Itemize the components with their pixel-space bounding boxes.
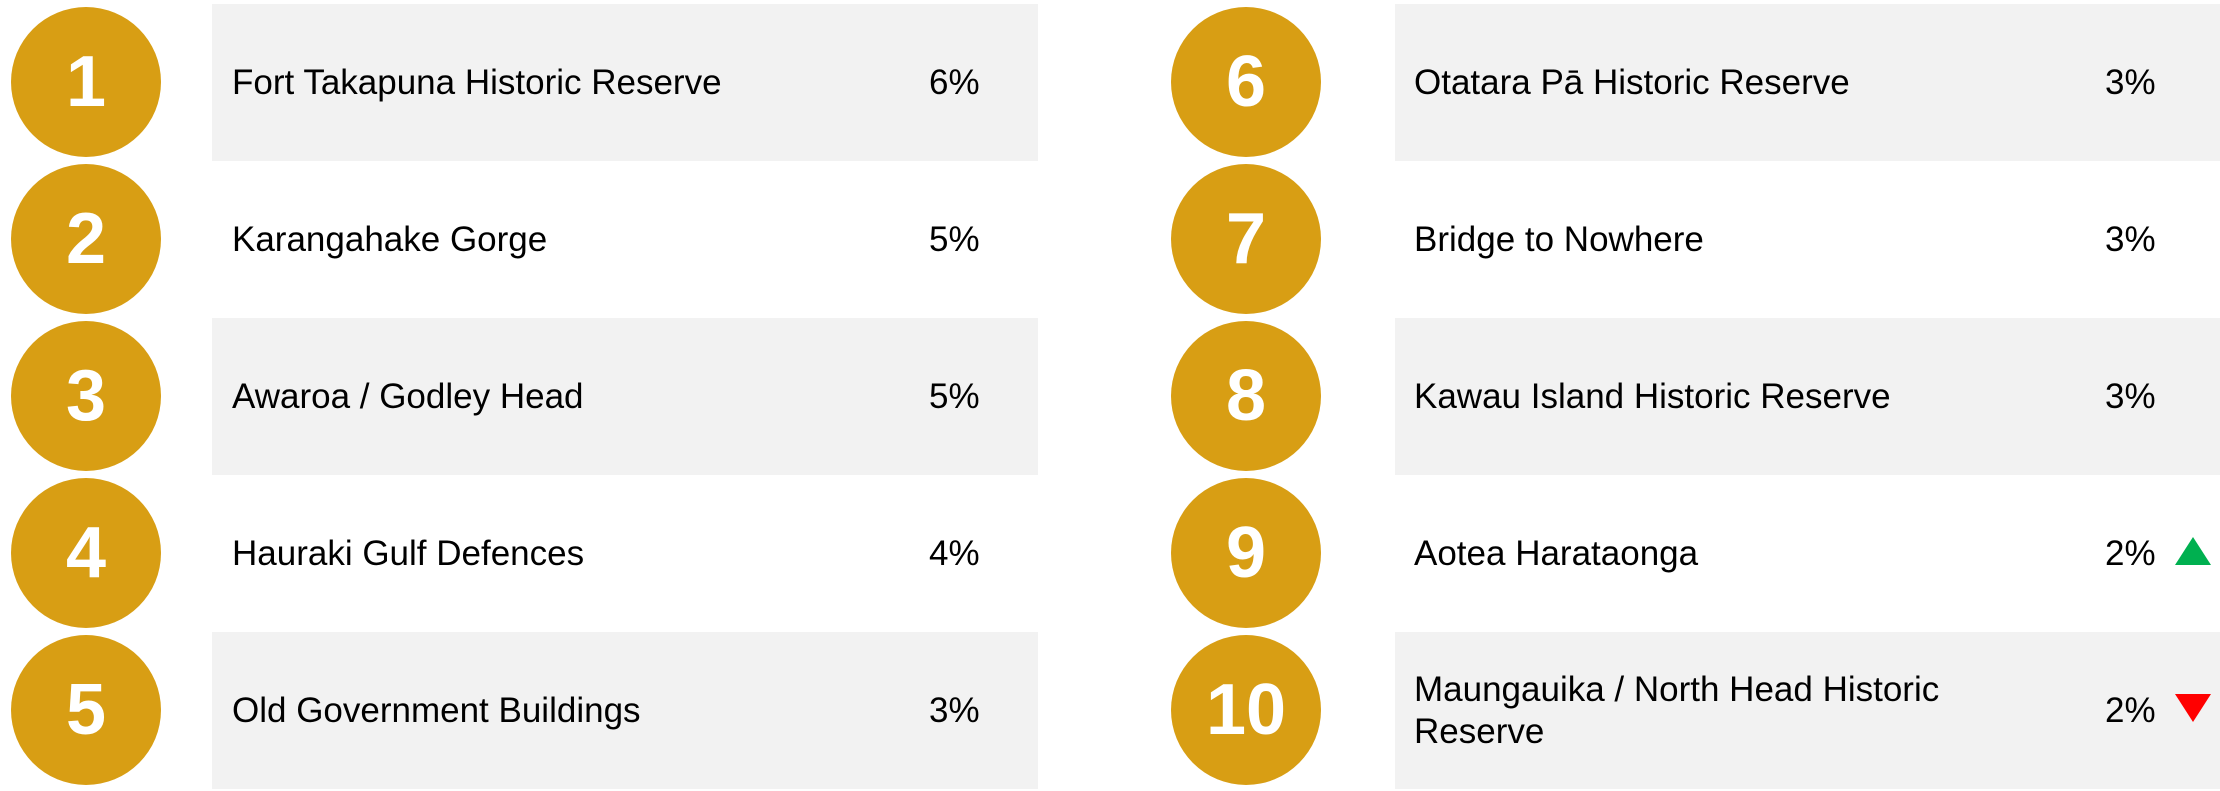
rank-badge: 8 bbox=[1171, 321, 1321, 471]
item-value: 4% bbox=[929, 533, 980, 573]
item-name: Otatara Pā Historic Reserve bbox=[1414, 62, 1850, 102]
rank-badge: 6 bbox=[1171, 7, 1321, 157]
rank-badge: 3 bbox=[11, 321, 161, 471]
item-value: 3% bbox=[2105, 376, 2156, 416]
list-row: 8 Kawau Island Historic Reserve 3% bbox=[0, 318, 2220, 475]
row-background bbox=[1395, 4, 2220, 161]
item-name: Kawau Island Historic Reserve bbox=[1414, 376, 1891, 416]
list-row: 9 Aotea Harataonga 2% bbox=[0, 475, 2220, 632]
rank-badge: 10 bbox=[1171, 635, 1321, 785]
item-name: Old Government Buildings bbox=[232, 690, 641, 730]
list-row: 10 Maungauika / North Head Historic Reser… bbox=[0, 632, 2220, 789]
item-value: 5% bbox=[929, 376, 980, 416]
item-value: 3% bbox=[2105, 62, 2156, 102]
rank-badge: 1 bbox=[11, 7, 161, 157]
item-name: Aotea Harataonga bbox=[1414, 533, 1699, 573]
list-row: 2 Karangahake Gorge 5% bbox=[0, 161, 2220, 318]
list-row: 5 Old Government Buildings 3% bbox=[0, 632, 2220, 789]
row-background bbox=[212, 161, 1038, 318]
item-name: Fort Takapuna Historic Reserve bbox=[232, 62, 722, 102]
rank-badge: 7 bbox=[1171, 164, 1321, 314]
list-row: 4 Hauraki Gulf Defences 4% bbox=[0, 475, 2220, 632]
row-background bbox=[1395, 161, 2220, 318]
trend-arrow bbox=[2175, 694, 2211, 722]
row-background bbox=[212, 475, 1038, 632]
item-value: 6% bbox=[929, 62, 980, 102]
item-name: Bridge to Nowhere bbox=[1414, 219, 1704, 259]
down-arrow bbox=[2175, 694, 2211, 722]
item-value: 3% bbox=[929, 690, 980, 730]
row-background bbox=[212, 632, 1038, 789]
list-row: 1 Fort Takapuna Historic Reserve 6% bbox=[0, 4, 2220, 161]
list-row: 3 Awaroa / Godley Head 5% bbox=[0, 318, 2220, 475]
rank-badge: 5 bbox=[11, 635, 161, 785]
item-name: Maungauika / North Head Historic Reserve bbox=[1414, 669, 1940, 751]
row-background bbox=[1395, 318, 2220, 475]
row-background bbox=[1395, 475, 2220, 632]
item-value: 2% bbox=[2105, 690, 2156, 730]
item-value: 2% bbox=[2105, 533, 2156, 573]
list-row: 6 Otatara Pā Historic Reserve 3% bbox=[0, 4, 2220, 161]
up-arrow bbox=[2175, 537, 2211, 565]
trend-arrow bbox=[2175, 537, 2211, 565]
list-row: 7 Bridge to Nowhere 3% bbox=[0, 161, 2220, 318]
item-name: Awaroa / Godley Head bbox=[232, 376, 584, 416]
item-name: Karangahake Gorge bbox=[232, 219, 548, 259]
rank-badge: 2 bbox=[11, 164, 161, 314]
row-background bbox=[212, 4, 1038, 161]
row-background bbox=[1395, 632, 2220, 789]
item-value: 3% bbox=[2105, 219, 2156, 259]
row-background bbox=[212, 318, 1038, 475]
item-name: Hauraki Gulf Defences bbox=[232, 533, 585, 573]
item-value: 5% bbox=[929, 219, 980, 259]
rank-badge: 9 bbox=[1171, 478, 1321, 628]
rank-badge: 4 bbox=[11, 478, 161, 628]
